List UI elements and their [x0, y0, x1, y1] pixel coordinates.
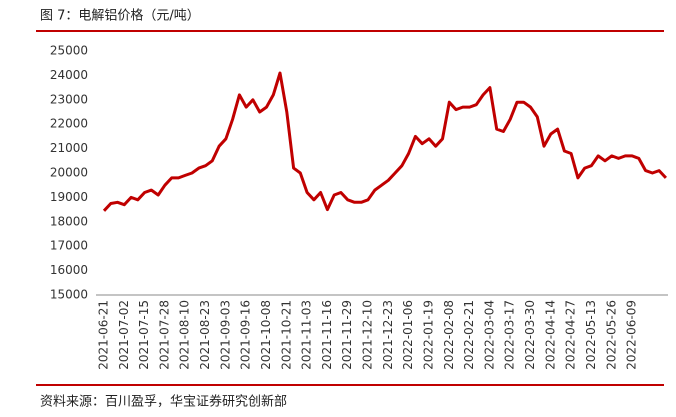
x-tick-label: 2022-03-04 [482, 300, 496, 370]
y-tick-label: 17000 [50, 239, 88, 253]
x-tick-label: 2021-07-15 [137, 300, 151, 370]
chart-title: 图 7：电解铝价格（元/吨） [40, 8, 200, 24]
x-tick-label: 2022-04-27 [564, 300, 578, 370]
x-tick-label: 2022-01-06 [401, 300, 415, 370]
x-tick-label: 2021-09-03 [218, 300, 232, 370]
x-tick-label: 2021-10-08 [259, 300, 273, 370]
x-tick-label: 2021-11-03 [300, 300, 314, 370]
x-tick-label: 2022-06-09 [625, 300, 639, 370]
y-tick-label: 24000 [50, 68, 88, 82]
x-tick-label: 2021-09-16 [239, 300, 253, 370]
x-tick-label: 2021-10-21 [279, 300, 293, 370]
x-tick-label: 2021-07-28 [157, 300, 171, 370]
y-tick-label: 23000 [50, 92, 88, 106]
x-tick-label: 2021-07-02 [117, 300, 131, 370]
y-tick-label: 15000 [50, 288, 88, 302]
price-line [102, 71, 667, 212]
x-tick-label: 2022-01-19 [421, 300, 435, 370]
x-tick-label: 2022-03-30 [523, 300, 537, 370]
x-tick-label: 2021-08-10 [178, 300, 192, 370]
x-tick-label: 2022-03-17 [503, 300, 517, 370]
y-tick-label: 25000 [50, 44, 88, 58]
y-tick-label: 16000 [50, 263, 88, 277]
y-tick-label: 18000 [50, 214, 88, 228]
x-tick-label: 2021-12-23 [381, 300, 395, 370]
source-note: 资料来源：百川盈孚，华宝证券研究创新部 [40, 394, 287, 410]
x-tick-label: 2022-02-08 [442, 300, 456, 370]
x-tick-label: 2021-12-10 [361, 300, 375, 370]
x-tick-label: 2021-11-16 [320, 300, 334, 370]
y-tick-label: 19000 [50, 190, 88, 204]
x-tick-label: 2021-08-23 [198, 300, 212, 370]
x-tick-label: 2022-02-21 [462, 300, 476, 370]
x-tick-label: 2022-04-14 [543, 300, 557, 370]
y-tick-label: 21000 [50, 141, 88, 155]
y-tick-label: 22000 [50, 117, 88, 131]
x-tick-label: 2021-11-29 [340, 300, 354, 370]
x-tick-label: 2022-05-13 [584, 300, 598, 370]
y-tick-label: 20000 [50, 166, 88, 180]
x-tick-label: 2022-05-26 [604, 300, 618, 370]
x-tick-label: 2021-06-21 [97, 300, 111, 370]
